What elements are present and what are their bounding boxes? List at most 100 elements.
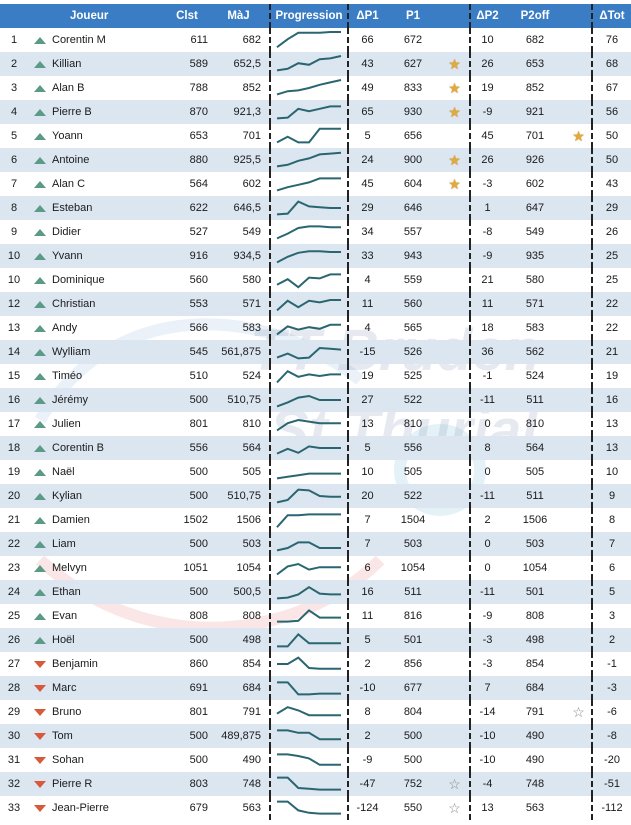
star2-cell bbox=[566, 292, 593, 316]
table-row: 26 Hoël 500 498 5 501 -3 498 2 bbox=[0, 628, 631, 652]
dtot-cell: 22 bbox=[605, 322, 619, 334]
dtot-cell: 9 bbox=[592, 484, 631, 508]
p2off-cell: 791 bbox=[525, 706, 545, 718]
rank-cell: 18 bbox=[0, 436, 28, 460]
table-row: 12 Christian 553 571 11 560 11 571 22 bbox=[0, 292, 631, 316]
star-icon: ★ bbox=[448, 79, 461, 96]
rank-cell: 20 bbox=[0, 484, 28, 508]
p2off-cell: 564 bbox=[504, 436, 566, 460]
dtot-cell: 50 bbox=[592, 148, 631, 172]
dp1-cell: 7 bbox=[348, 532, 386, 556]
clst-cell: 880 bbox=[166, 148, 208, 172]
triangle-up-icon bbox=[34, 36, 46, 44]
progression-sparkline bbox=[276, 488, 341, 504]
sparkline-path bbox=[276, 418, 341, 432]
triangle-down-icon bbox=[34, 804, 46, 812]
player-name: Alan C bbox=[52, 178, 86, 190]
table-row: 16 Jérémy 500 510,75 27 522 -11 511 16 bbox=[0, 388, 631, 412]
trend-cell bbox=[28, 772, 52, 796]
p2off-cell: 563 bbox=[525, 802, 545, 814]
maj-cell: 810 bbox=[242, 418, 261, 430]
header-rank bbox=[0, 4, 28, 28]
p1-cell: 550 bbox=[403, 802, 423, 814]
p1-cell: 559 bbox=[403, 274, 423, 286]
rank-cell: 10 bbox=[0, 244, 28, 268]
triangle-up-icon bbox=[34, 84, 46, 92]
player-name: Evan bbox=[52, 610, 78, 622]
star-icon: ★ bbox=[448, 55, 461, 72]
maj-cell: 852 bbox=[242, 82, 261, 94]
dtot-cell: 25 bbox=[605, 274, 619, 286]
p2off-cell: 926 bbox=[504, 148, 566, 172]
dp2-cell: -10 bbox=[470, 724, 504, 748]
clst-cell: 510 bbox=[189, 370, 208, 382]
star2-cell: ★ bbox=[566, 124, 593, 148]
progression-cell bbox=[269, 484, 349, 508]
star2-cell bbox=[566, 724, 593, 748]
progression-sparkline bbox=[276, 445, 341, 455]
sparkline-path bbox=[276, 562, 341, 576]
dp2-cell: 19 bbox=[481, 82, 494, 94]
sparkline-path bbox=[276, 200, 341, 216]
sparkline-path bbox=[276, 541, 341, 552]
clst-cell: 611 bbox=[190, 34, 208, 46]
p2off-cell: 571 bbox=[504, 292, 566, 316]
p1-cell: 816 bbox=[403, 610, 423, 622]
header-clst: Clst bbox=[166, 4, 208, 28]
progression-sparkline bbox=[276, 562, 341, 576]
clst-cell: 589 bbox=[166, 52, 208, 76]
p1-cell: 522 bbox=[386, 484, 440, 508]
clst-cell: 553 bbox=[166, 292, 208, 316]
triangle-up-icon bbox=[34, 540, 46, 548]
progression-sparkline bbox=[276, 369, 341, 384]
star1-cell bbox=[440, 220, 471, 244]
p2off-cell: 854 bbox=[525, 658, 545, 670]
triangle-down-icon bbox=[34, 756, 46, 764]
p1-cell: 565 bbox=[403, 322, 423, 334]
table-row: 10 Yvann 916 934,5 33 943 -9 935 25 bbox=[0, 244, 631, 268]
dp1-cell: 45 bbox=[361, 178, 374, 190]
p2off-cell: 653 bbox=[504, 52, 566, 76]
player-name: Didier bbox=[52, 226, 81, 238]
dp1-cell: 66 bbox=[361, 34, 374, 46]
trend-cell bbox=[28, 52, 52, 76]
star1-cell: ☆ bbox=[440, 796, 471, 820]
rank-cell: 15 bbox=[7, 370, 21, 382]
dp2-cell: 0 bbox=[470, 532, 504, 556]
triangle-up-icon bbox=[34, 636, 46, 644]
progression-sparkline bbox=[276, 151, 342, 168]
triangle-up-icon bbox=[34, 204, 46, 212]
p1-cell: 804 bbox=[403, 706, 423, 718]
p2off-cell: 682 bbox=[525, 34, 545, 46]
maj-cell: 490 bbox=[242, 754, 261, 766]
progression-cell bbox=[269, 76, 349, 100]
dp1-cell: 19 bbox=[361, 370, 374, 382]
triangle-up-icon bbox=[34, 300, 46, 308]
p2off-cell: 490 bbox=[504, 724, 566, 748]
clst-cell: 860 bbox=[189, 658, 208, 670]
dp2-cell: -9 bbox=[470, 100, 504, 124]
triangle-up-icon bbox=[34, 612, 46, 620]
trend-cell bbox=[28, 436, 52, 460]
maj-cell: 583 bbox=[242, 322, 261, 334]
rank-cell: 3 bbox=[10, 82, 18, 94]
rank-cell: 22 bbox=[0, 532, 28, 556]
rank-cell: 8 bbox=[0, 196, 28, 220]
sparkline-path bbox=[276, 55, 342, 72]
sparkline-path bbox=[276, 445, 341, 455]
p1-cell: 672 bbox=[403, 34, 423, 46]
progression-sparkline bbox=[276, 225, 341, 240]
table-row: 4 Pierre B 870 921,3 65 930 ★ -9 921 56 bbox=[0, 100, 631, 124]
maj-cell: 748 bbox=[208, 772, 270, 796]
star1-cell bbox=[440, 604, 471, 628]
clst-cell: 500 bbox=[166, 580, 208, 604]
p2off-cell: 684 bbox=[504, 676, 566, 700]
trend-cell bbox=[28, 292, 52, 316]
dp2-cell: -11 bbox=[470, 484, 504, 508]
p1-cell: 505 bbox=[403, 466, 423, 478]
p1-cell: 1504 bbox=[400, 514, 426, 526]
rank-cell: 7 bbox=[10, 178, 18, 190]
sparkline-path bbox=[276, 488, 341, 504]
rank-cell: 30 bbox=[0, 724, 28, 748]
p1-cell: 627 bbox=[386, 52, 440, 76]
